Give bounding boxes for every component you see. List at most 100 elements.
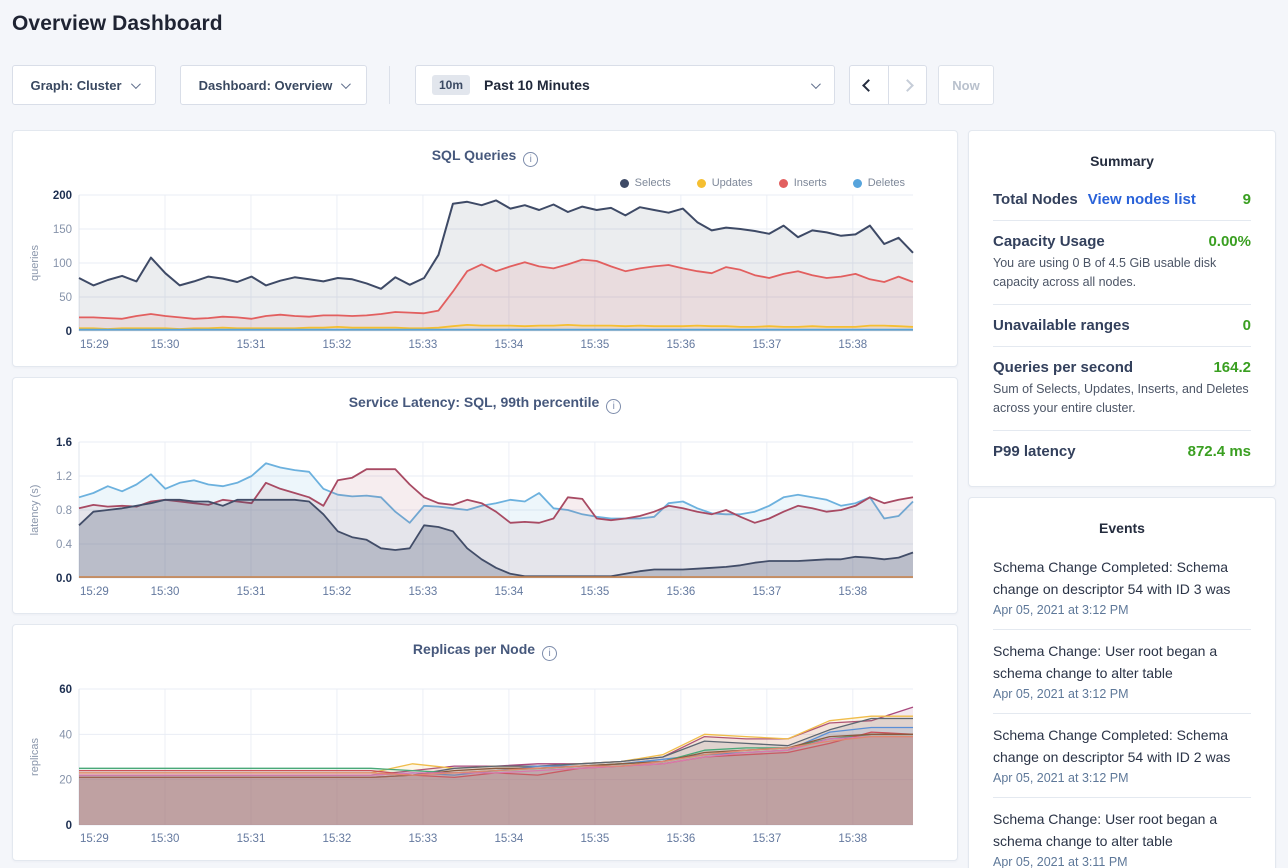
series-area-p99-blue — [79, 463, 913, 578]
x-tick-label: 15:33 — [409, 833, 438, 845]
x-tick-label: 15:34 — [495, 586, 524, 598]
summary-label: Queries per second — [993, 359, 1134, 376]
info-icon[interactable]: i — [606, 399, 622, 414]
y-tick-label: 0.0 — [56, 573, 72, 585]
chevron-down-icon — [810, 78, 821, 89]
summary-title: Summary — [1090, 153, 1154, 169]
x-tick-label: 15:37 — [752, 339, 781, 351]
chevron-down-icon — [130, 78, 141, 89]
x-tick-label: 15:36 — [666, 339, 695, 351]
summary-panel: Summary Total Nodes View nodes list 9 Capac… — [968, 130, 1276, 487]
series-line-updates — [79, 324, 914, 330]
y-tick-label: 0 — [66, 326, 72, 338]
summary-value: 0.00% — [1208, 233, 1251, 250]
service-latency-chart-canvas[interactable]: 15:29 15:30 15:31 15:32 15:33 15:34 15:35 15:36… — [25, 436, 921, 608]
summary-caption: Sum of Selects, Updates, Inserts, and De… — [993, 382, 1249, 415]
x-tick-label: 15:32 — [323, 833, 352, 845]
summary-row: Total Nodes View nodes list 9 — [993, 179, 1251, 220]
series-line-p99-maroon — [78, 468, 914, 524]
x-tick-label: 15:38 — [838, 339, 867, 351]
x-tick-label: 15:32 — [323, 586, 352, 598]
legend-dot-icon — [619, 178, 629, 188]
series-line-node-8 — [79, 735, 913, 776]
x-tick-label: 15:30 — [151, 833, 180, 845]
summary-value: 0 — [1242, 317, 1251, 334]
series-area-node-8 — [79, 736, 913, 825]
chart-title-row: SQL Queries i — [13, 147, 957, 167]
toolbar-divider — [389, 66, 390, 104]
x-tick-label: 15:36 — [666, 586, 695, 598]
summary-caption: You are using 0 B of 4.5 GiB usable disk… — [993, 256, 1217, 289]
y-tick-label: 1.2 — [56, 471, 72, 483]
x-tick-label: 15:30 — [151, 339, 180, 351]
series-line-p99-navy — [78, 498, 914, 578]
sql-queries-chart-panel: SQL Queries i Selects Updates Inserts Delete… — [12, 130, 958, 367]
chart-title: Service Latency: SQL, 99th percentile — [348, 394, 600, 410]
event-timestamp: Apr 05, 2021 at 3:12 PM — [993, 771, 1129, 785]
y-tick-label: 60 — [59, 684, 72, 696]
event-text: Schema Change Completed: Schema change o… — [993, 559, 1231, 597]
legend-dot-icon — [852, 178, 862, 188]
x-tick-label: 15:31 — [237, 339, 266, 351]
x-tick-label: 15:38 — [838, 833, 867, 845]
y-tick-label: 100 — [53, 258, 72, 270]
service-latency-chart-panel: Service Latency: SQL, 99th percentile i 1… — [12, 377, 958, 614]
next-range-button[interactable] — [887, 66, 927, 104]
x-tick-label: 15:29 — [80, 586, 109, 598]
event-item: Schema Change Completed: Schema change o… — [993, 713, 1251, 797]
now-button[interactable]: Now — [938, 65, 994, 105]
x-tick-label: 15:37 — [752, 586, 781, 598]
time-range-label: Past 10 Minutes — [484, 77, 590, 93]
sql-queries-chart-canvas[interactable]: 15:29 15:30 15:31 15:32 15:33 15:34 15:35 15:36… — [25, 189, 921, 361]
x-tick-label: 15:36 — [666, 833, 695, 845]
replicas-per-node-chart-canvas[interactable]: 15:29 15:30 15:31 15:32 15:33 15:34 15:35 15:36… — [25, 683, 921, 855]
event-timestamp: Apr 05, 2021 at 3:12 PM — [993, 603, 1129, 617]
series-line-inserts — [79, 258, 914, 320]
dashboard-dropdown[interactable]: Dashboard: Overview — [180, 65, 367, 105]
chart-title-row: Service Latency: SQL, 99th percentile i — [13, 394, 957, 414]
legend-item: Inserts — [778, 177, 827, 189]
legend-dot-icon — [778, 178, 788, 188]
series-area-node-3 — [79, 718, 913, 825]
chart-title: SQL Queries — [431, 147, 517, 163]
legend-item: Updates — [696, 177, 753, 189]
prev-range-button[interactable] — [850, 66, 888, 104]
events-panel: Events Schema Change Completed: Schema c… — [968, 497, 1276, 868]
chart-title-row: Replicas per Node i — [13, 641, 957, 661]
summary-value: 9 — [1242, 191, 1251, 208]
chevron-right-icon — [900, 78, 914, 92]
series-area-node-1 — [79, 707, 913, 825]
x-tick-label: 15:34 — [495, 833, 524, 845]
x-tick-label: 15:30 — [151, 586, 180, 598]
time-nav-arrows — [849, 65, 927, 105]
info-icon[interactable]: i — [523, 152, 539, 167]
graph-dropdown-label: Graph: Cluster — [30, 77, 122, 93]
event-text: Schema Change: User root began a schema … — [993, 643, 1218, 681]
x-tick-label: 15:31 — [237, 586, 266, 598]
chevron-down-icon — [341, 78, 352, 89]
x-tick-label: 15:34 — [495, 339, 524, 351]
series-area-selects — [79, 200, 913, 331]
y-tick-label: 150 — [53, 224, 72, 236]
events-title: Events — [1099, 520, 1145, 536]
y-axis-label: latency (s) — [29, 485, 41, 536]
info-icon[interactable]: i — [542, 646, 558, 661]
y-tick-label: 20 — [59, 775, 72, 787]
event-text: Schema Change: User root began a schema … — [993, 811, 1218, 849]
y-tick-label: 50 — [59, 292, 72, 304]
series-line-p99-blue — [78, 462, 914, 524]
x-tick-label: 15:33 — [409, 339, 438, 351]
series-line-node-9 — [79, 735, 913, 776]
summary-value: 872.4 ms — [1187, 443, 1251, 460]
graph-dropdown[interactable]: Graph: Cluster — [12, 65, 156, 105]
legend-item: Selects — [619, 177, 671, 189]
chart-legend: Selects Updates Inserts Deletes — [619, 177, 905, 189]
x-tick-label: 15:29 — [80, 833, 109, 845]
x-tick-label: 15:35 — [580, 339, 609, 351]
summary-label: Total Nodes — [993, 191, 1078, 208]
series-area-node-4 — [79, 727, 913, 825]
view-nodes-link[interactable]: View nodes list — [1087, 191, 1196, 208]
series-area-node-9 — [79, 736, 913, 825]
y-tick-label: 0.8 — [56, 505, 72, 517]
time-range-select[interactable]: 10m Past 10 Minutes — [415, 65, 835, 105]
